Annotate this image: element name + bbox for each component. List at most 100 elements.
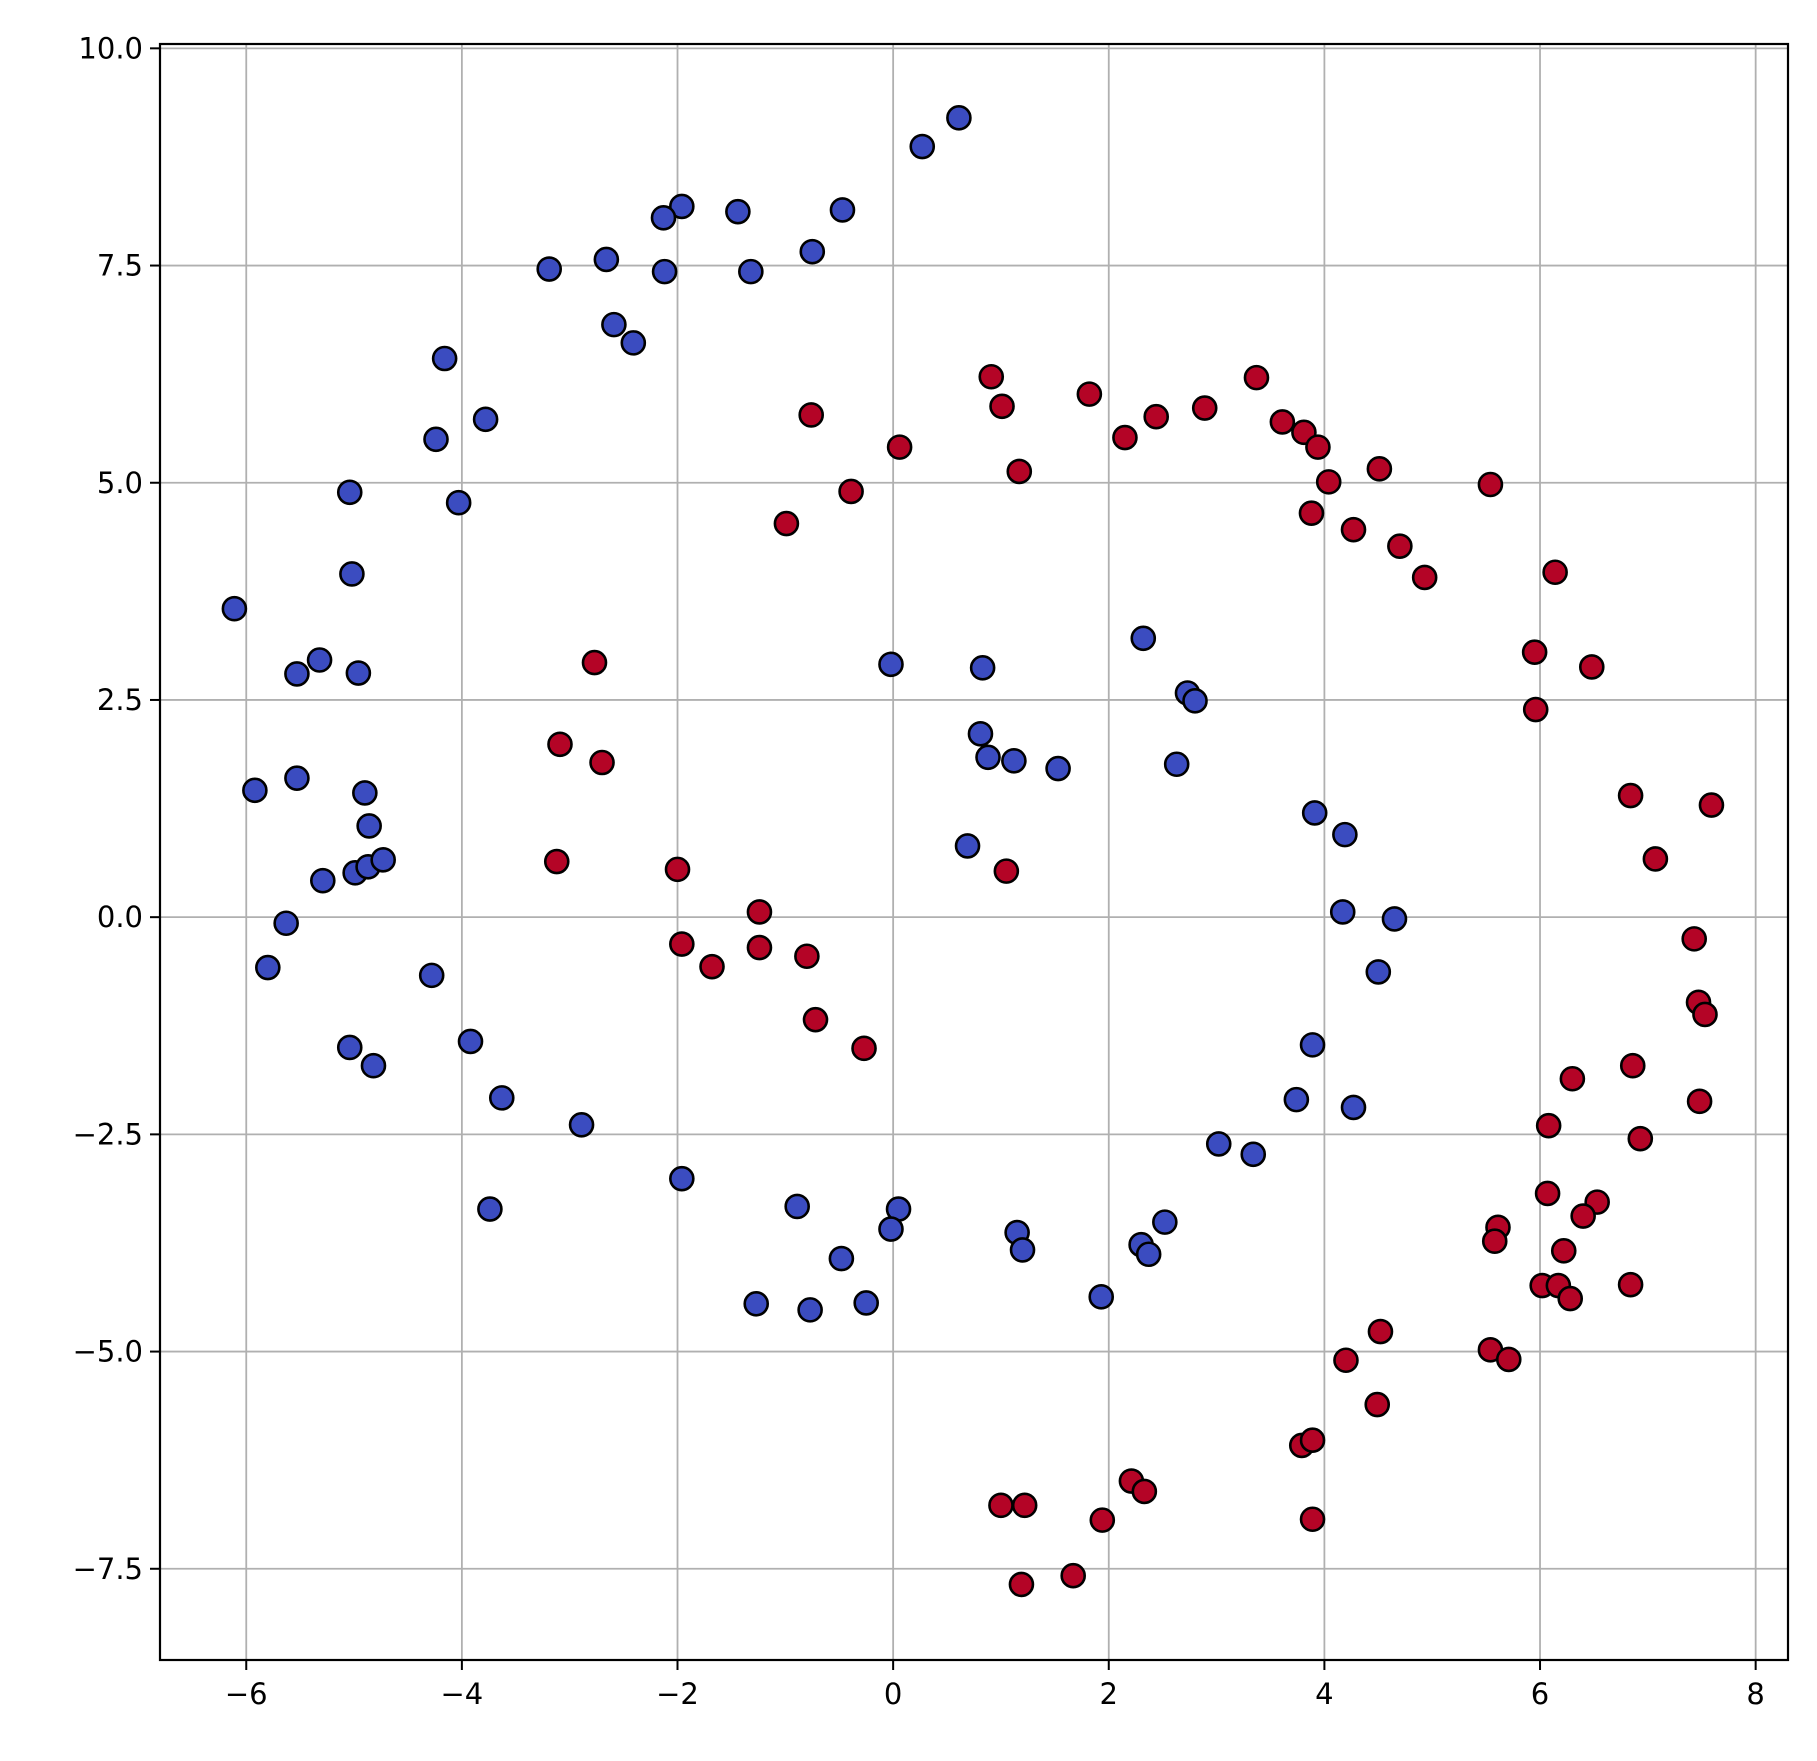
scatter-point [1698, 792, 1725, 818]
scatter-point [969, 655, 996, 681]
scatter-point [1163, 751, 1190, 778]
scatter-point [1411, 564, 1438, 591]
scatter-point [1522, 696, 1549, 723]
x-tick-label: −4 [441, 1677, 484, 1711]
y-tick-label: 5.0 [97, 466, 143, 500]
scatter-point [457, 1028, 484, 1055]
scatter-point [593, 246, 620, 273]
scatter-point [773, 510, 800, 537]
scatter-point [797, 1297, 823, 1323]
x-tick-label: 4 [1315, 1677, 1333, 1711]
scatter-point [1366, 456, 1393, 482]
scatter-point [946, 105, 972, 131]
scatter-point [581, 649, 608, 676]
scatter-point [1332, 821, 1358, 848]
scatter-point [488, 1085, 515, 1111]
scatter-point [568, 1112, 595, 1138]
scatter-point [242, 777, 268, 804]
scatter-point [829, 197, 856, 223]
scatter-point [909, 133, 936, 160]
scatter-point [309, 867, 336, 894]
scatter-point [620, 330, 647, 356]
scatter-point [1534, 1180, 1561, 1207]
scatter-point [589, 749, 615, 776]
scatter-point [743, 1290, 770, 1317]
scatter-point [1243, 364, 1270, 391]
scatter-point [1205, 1131, 1232, 1157]
scatter-point [669, 931, 695, 957]
scatter-point [1131, 1478, 1158, 1505]
scatter-point [284, 765, 310, 791]
data-points [221, 105, 1725, 1598]
scatter-point [1298, 500, 1325, 526]
scatter-point [1269, 409, 1296, 435]
scatter-point [345, 660, 372, 686]
scatter-point [1006, 458, 1033, 485]
x-tick-label: −6 [225, 1677, 268, 1711]
y-tick-label: 0.0 [97, 900, 143, 934]
scatter-point [1365, 959, 1392, 985]
scatter-point [699, 953, 725, 980]
scatter-point [339, 561, 365, 587]
scatter-point [1557, 1285, 1584, 1312]
scatter-point [784, 1193, 810, 1220]
scatter-point [1089, 1507, 1116, 1533]
scatter-point [967, 721, 994, 747]
scatter-point [418, 962, 445, 989]
scatter-point [1340, 516, 1367, 543]
scatter-point [1240, 1141, 1267, 1168]
scatter-point [370, 847, 396, 873]
scatter-point [1364, 1391, 1391, 1418]
scatter-point [1481, 1228, 1508, 1255]
y-axis-ticks: 10.0 7.5 5.0 2.5 0.0 −2.5 −5.0 −7.5 [73, 31, 160, 1586]
scatter-point [1008, 1571, 1035, 1598]
scatter-point [547, 731, 573, 758]
scatter-point [1521, 639, 1548, 665]
scatter-point [1381, 906, 1408, 932]
scatter-point [1535, 1112, 1562, 1139]
scatter-point [1299, 1427, 1326, 1453]
scatter-point [1283, 1086, 1310, 1113]
y-tick-label: 7.5 [97, 249, 143, 283]
scatter-point [978, 363, 1005, 390]
scatter-point [1617, 782, 1644, 809]
scatter-point [838, 478, 864, 505]
scatter-point [975, 744, 1001, 771]
scatter-point [1686, 1088, 1713, 1115]
scatter-point [1692, 1001, 1718, 1028]
scatter-point [878, 651, 904, 678]
scatter-point [1550, 1237, 1577, 1264]
scatter-point [988, 1492, 1014, 1519]
scatter-point [993, 858, 1020, 884]
scatter-point [1542, 559, 1568, 586]
scatter-point [669, 193, 695, 220]
scatter-point [255, 954, 281, 981]
scatter-point [1135, 1241, 1162, 1268]
scatter-point [1088, 1284, 1115, 1310]
scatter-point [664, 856, 691, 883]
scatter-point [1182, 688, 1208, 714]
scatter-point [886, 434, 913, 460]
scatter-point [1305, 434, 1331, 460]
scatter-point [306, 647, 333, 673]
scatter-point [284, 661, 310, 687]
scatter-point [1627, 1125, 1654, 1152]
scatter-point [445, 489, 472, 516]
scatter-point [1152, 1209, 1178, 1235]
scatter-point [1315, 469, 1342, 495]
scatter-point [336, 479, 363, 506]
scatter-point [1559, 1065, 1586, 1092]
scatter-point [1367, 1318, 1394, 1345]
scatter-point [669, 1165, 695, 1192]
scatter-point [1642, 846, 1669, 872]
scatter-point [477, 1196, 503, 1222]
scatter-point [1329, 899, 1356, 925]
scatter-point [536, 256, 563, 282]
scatter-point [828, 1245, 855, 1272]
scatter-point [431, 345, 458, 372]
scatter-point [273, 910, 299, 937]
scatter-point [1009, 1237, 1036, 1263]
scatter-point [1495, 1346, 1522, 1373]
